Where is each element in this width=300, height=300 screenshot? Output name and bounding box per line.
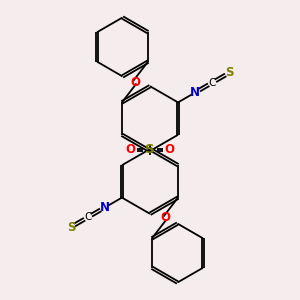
Text: S: S bbox=[225, 67, 233, 80]
Text: C: C bbox=[208, 78, 216, 88]
Text: C: C bbox=[84, 212, 92, 222]
Text: S: S bbox=[67, 220, 75, 233]
Text: O: O bbox=[130, 76, 140, 88]
Text: O: O bbox=[165, 143, 175, 157]
Text: S: S bbox=[145, 143, 155, 157]
Text: N: N bbox=[190, 86, 200, 99]
Text: O: O bbox=[160, 212, 170, 224]
Text: O: O bbox=[125, 143, 135, 157]
Text: N: N bbox=[100, 201, 110, 214]
